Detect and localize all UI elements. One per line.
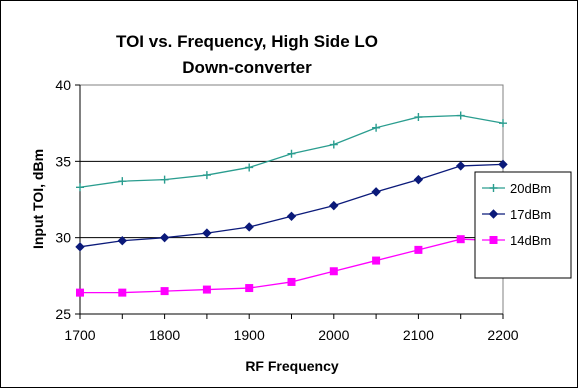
x-tick-label: 1800: [149, 327, 180, 343]
data-point-marker: [245, 284, 254, 293]
legend-marker: [489, 184, 498, 192]
x-tick-label: 2000: [318, 327, 349, 343]
data-point-marker: [160, 175, 169, 184]
data-point-marker: [160, 287, 169, 296]
data-point-marker: [456, 111, 465, 120]
y-tick-label: 25: [55, 306, 71, 322]
y-tick-labels: 25 30 35 40: [55, 77, 80, 322]
data-point-marker: [159, 232, 170, 243]
legend-item: 17dBm: [482, 207, 551, 222]
data-point-marker: [372, 256, 381, 265]
legend: 20dBm 17dBm 14dBm: [474, 171, 572, 279]
legend-marker: [489, 236, 498, 244]
data-point-marker: [329, 200, 339, 211]
data-point-marker: [286, 211, 297, 222]
data-point-marker: [455, 161, 466, 171]
chart-title: TOI vs. Frequency, High Side LO: [116, 32, 378, 51]
plot-area: [79, 84, 504, 315]
data-point-marker: [245, 163, 254, 172]
data-point-marker: [117, 236, 128, 246]
gridlines: [80, 160, 503, 239]
data-point-marker: [118, 288, 127, 297]
x-tick-label: 2200: [487, 327, 518, 343]
x-axis-title: RF Frequency: [245, 358, 339, 374]
legend-marker: [488, 209, 499, 219]
x-tick-labels: 1700 1800 1900 2000 2100 2200: [64, 314, 519, 343]
data-point-marker: [372, 123, 381, 132]
x-tick-label: 1900: [234, 327, 265, 343]
data-point-marker: [118, 177, 127, 186]
series-group: [75, 111, 508, 297]
y-tick-label: 40: [55, 77, 71, 93]
data-point-marker: [287, 149, 296, 158]
data-point-marker: [202, 171, 211, 180]
legend-label: 20dBm: [510, 181, 551, 196]
data-point-marker: [456, 235, 465, 244]
data-point-marker: [414, 245, 423, 254]
legend-label: 14dBm: [510, 233, 551, 248]
data-point-marker: [329, 267, 338, 276]
legend-item: 14dBm: [482, 233, 551, 248]
data-point-marker: [413, 174, 424, 185]
x-tick-label: 2100: [403, 327, 434, 343]
data-point-marker: [499, 119, 507, 128]
series-20dBm: [76, 111, 507, 192]
data-point-marker: [244, 222, 254, 232]
legend-box: [474, 171, 572, 279]
data-point-marker: [76, 183, 84, 192]
data-point-marker: [76, 288, 84, 297]
data-point-marker: [329, 140, 338, 149]
x-tick-label: 1700: [64, 327, 95, 343]
y-tick-label: 30: [55, 230, 71, 246]
data-point-marker: [287, 277, 296, 286]
data-point-marker: [498, 159, 508, 170]
data-point-marker: [371, 187, 381, 197]
data-point-marker: [202, 228, 212, 238]
y-tick-label: 35: [55, 153, 71, 169]
legend-label: 17dBm: [510, 207, 551, 222]
y-axis-title: Input TOI, dBm: [30, 149, 46, 249]
data-point-marker: [414, 113, 423, 122]
data-point-marker: [75, 242, 85, 252]
legend-item: 20dBm: [482, 181, 551, 196]
series-17dBm: [75, 159, 508, 252]
data-point-marker: [202, 285, 211, 294]
chart-subtitle: Down-converter: [182, 58, 312, 77]
